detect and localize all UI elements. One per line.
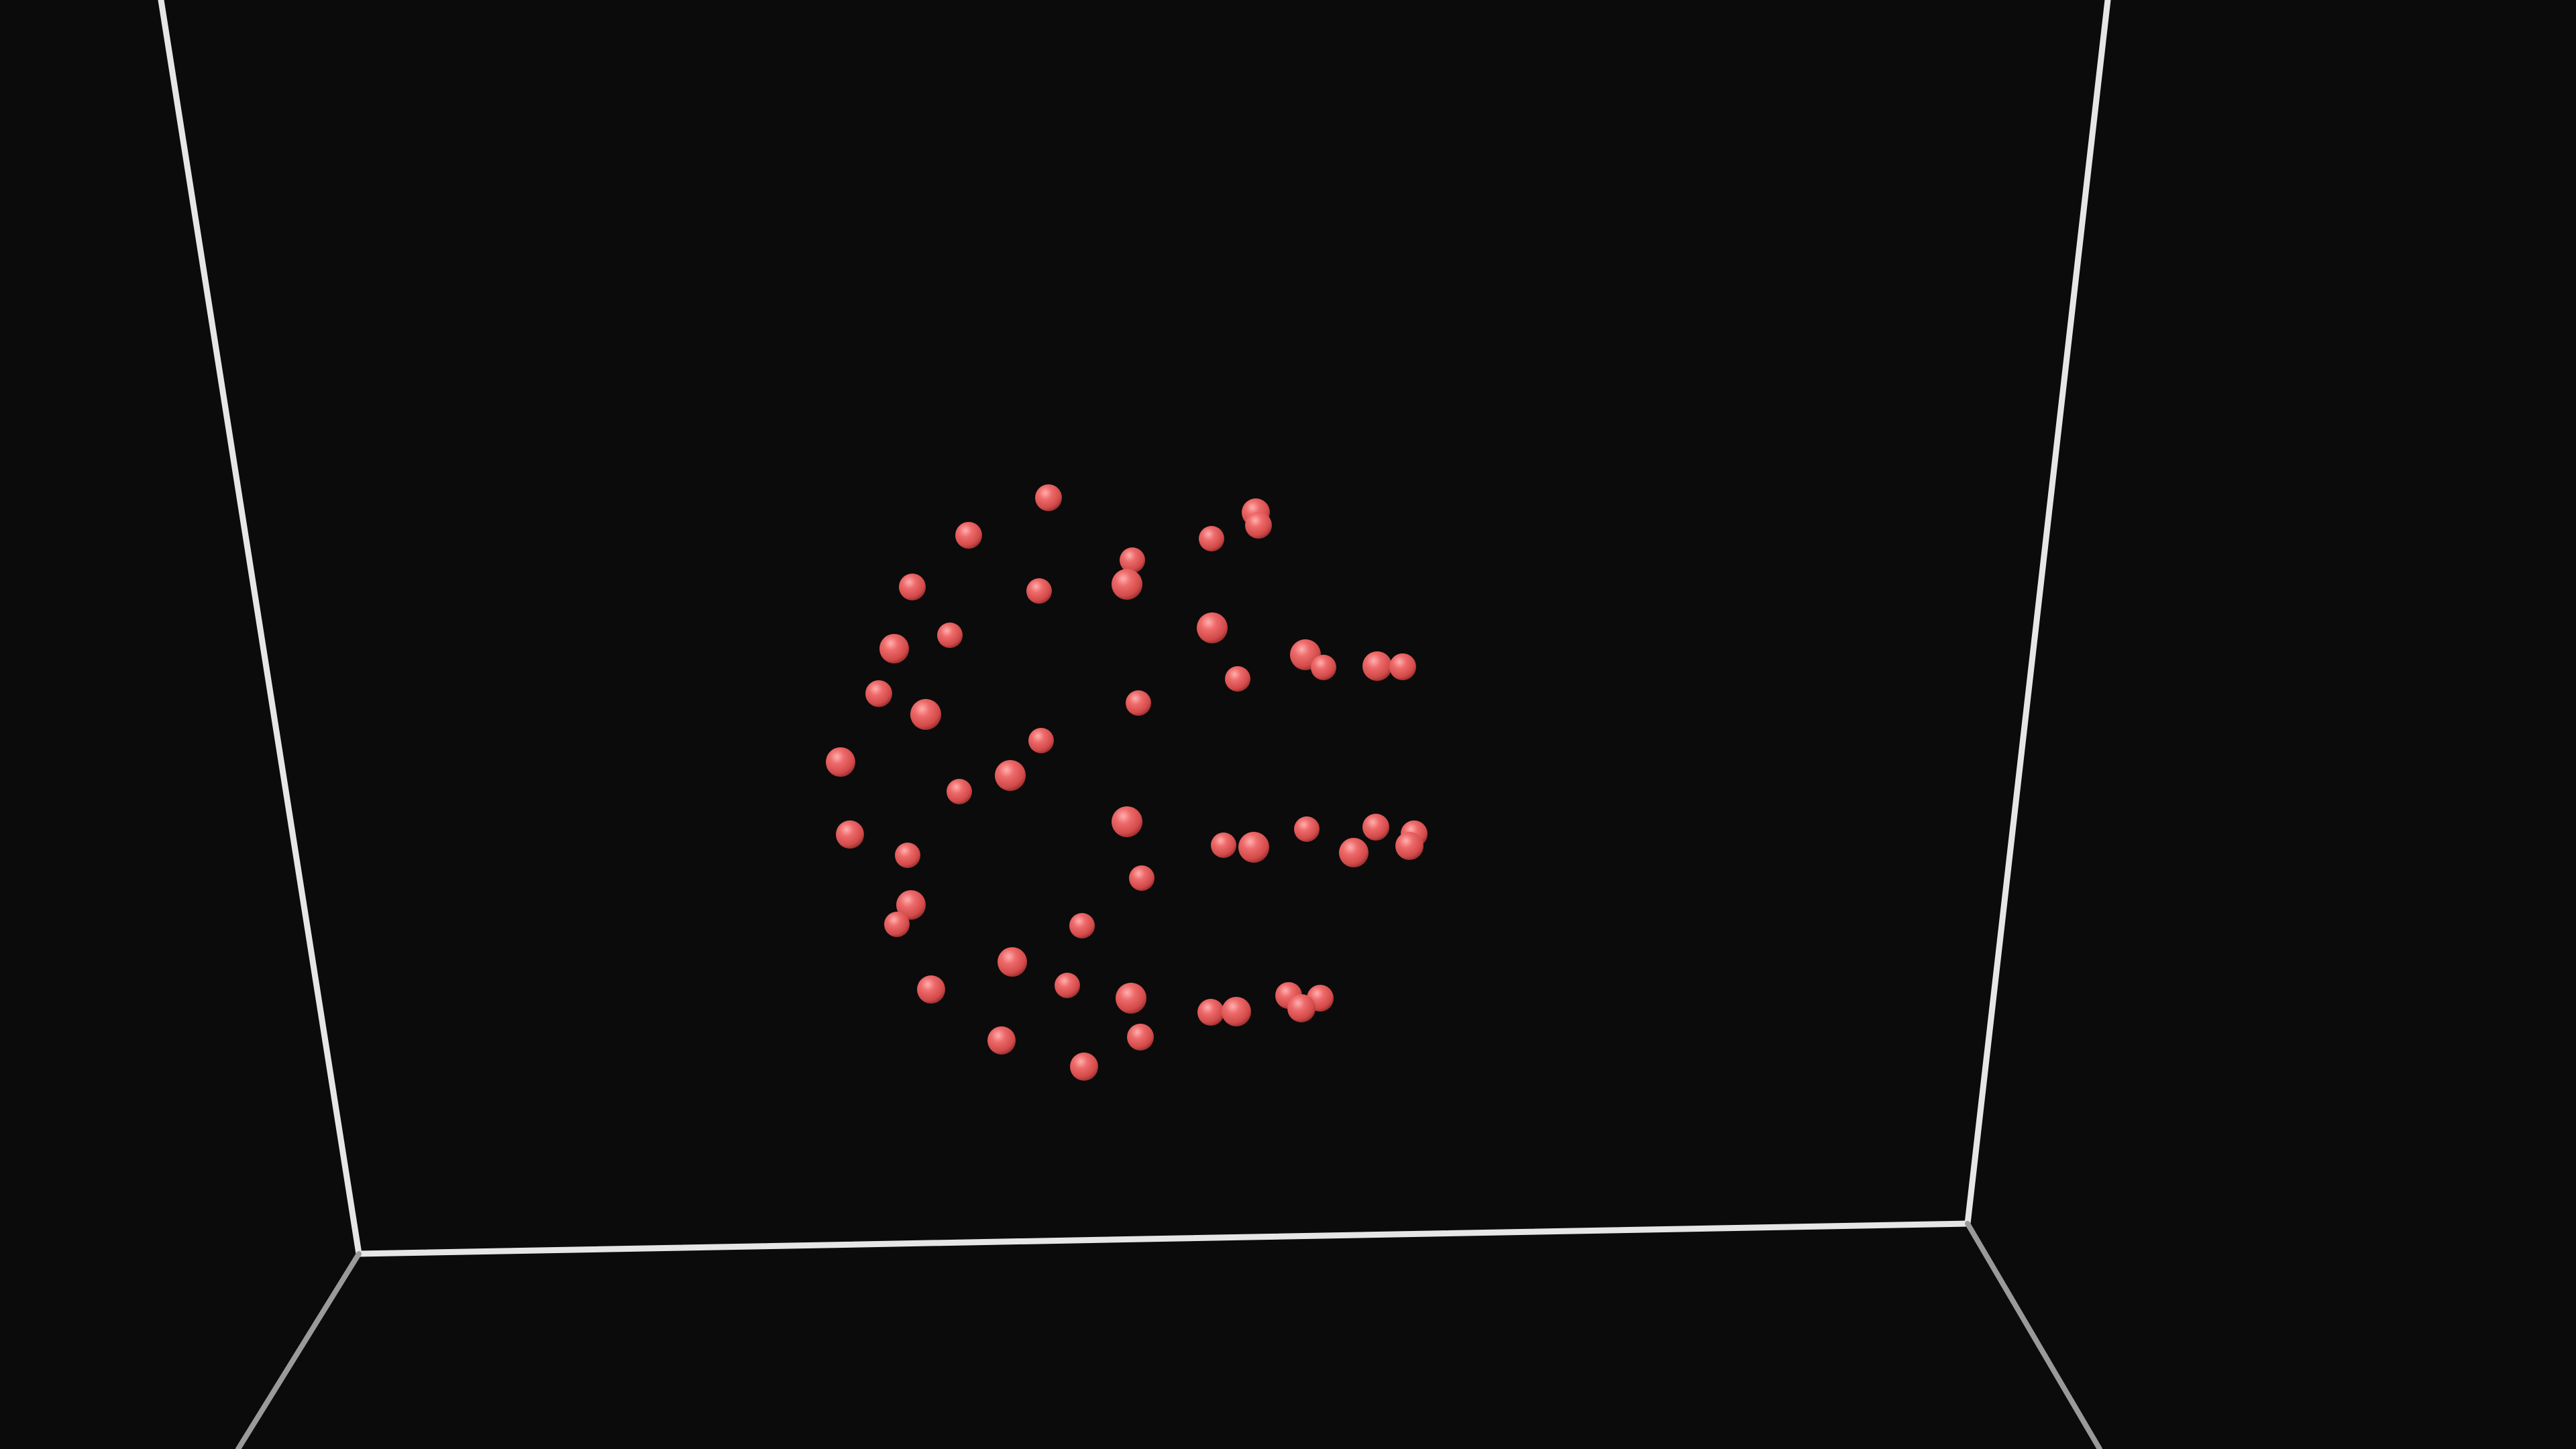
particle-sphere xyxy=(1211,833,1236,858)
particle-sphere xyxy=(998,947,1027,977)
particle-sphere xyxy=(917,975,945,1004)
simulation-box xyxy=(161,0,2108,1449)
particle-sphere xyxy=(1069,913,1095,938)
particle-sphere xyxy=(879,634,909,663)
particle-sphere xyxy=(1070,1053,1098,1081)
particle-sphere xyxy=(1362,814,1389,841)
particle-sphere xyxy=(955,522,982,549)
box-edge-floor-right xyxy=(1968,1224,2100,1449)
particle-sphere xyxy=(1127,1024,1154,1051)
particle-sphere xyxy=(1112,806,1142,837)
particle-sphere xyxy=(1126,690,1151,716)
particle-sphere xyxy=(1112,569,1142,600)
particle-sphere xyxy=(1311,655,1336,680)
particle-sphere xyxy=(1199,526,1224,551)
particle-sphere xyxy=(937,623,963,648)
particle-sphere xyxy=(1120,547,1145,573)
particle-sphere xyxy=(1294,816,1320,842)
particle-sphere xyxy=(1287,994,1316,1022)
particle-sphere xyxy=(1026,578,1052,604)
box-edge-back-bottom xyxy=(359,1224,1968,1254)
particle-sphere xyxy=(1238,832,1269,863)
particle-sphere xyxy=(1028,728,1054,753)
particle-sphere xyxy=(1395,832,1424,860)
box-edge-back-right xyxy=(1968,0,2108,1224)
particle-sphere xyxy=(1129,865,1155,891)
particle-sphere xyxy=(1225,666,1250,692)
particle-sphere xyxy=(987,1026,1016,1055)
particle-group xyxy=(826,484,1428,1081)
particle-sphere xyxy=(947,779,972,804)
box-edge-back-left xyxy=(161,0,359,1254)
particle-sphere xyxy=(1339,838,1368,867)
particle-sphere xyxy=(899,574,926,600)
particle-sphere xyxy=(826,747,855,777)
particle-sphere xyxy=(884,912,910,937)
particle-sphere xyxy=(836,820,864,849)
box-edge-floor-left xyxy=(238,1254,359,1449)
particle-sphere xyxy=(1035,484,1062,511)
particle-sphere xyxy=(1222,997,1251,1026)
particle-sphere xyxy=(1116,983,1146,1014)
particle-sphere xyxy=(995,760,1026,791)
particle-sphere xyxy=(1362,651,1392,681)
particle-sphere xyxy=(1197,612,1228,643)
particle-sphere xyxy=(865,680,892,707)
particle-sphere xyxy=(1197,999,1224,1026)
particle-sphere xyxy=(910,699,941,730)
particle-sphere xyxy=(1055,973,1080,998)
particle-sphere xyxy=(1389,653,1416,680)
particle-sphere xyxy=(895,843,920,868)
particle-sphere xyxy=(1245,512,1272,539)
